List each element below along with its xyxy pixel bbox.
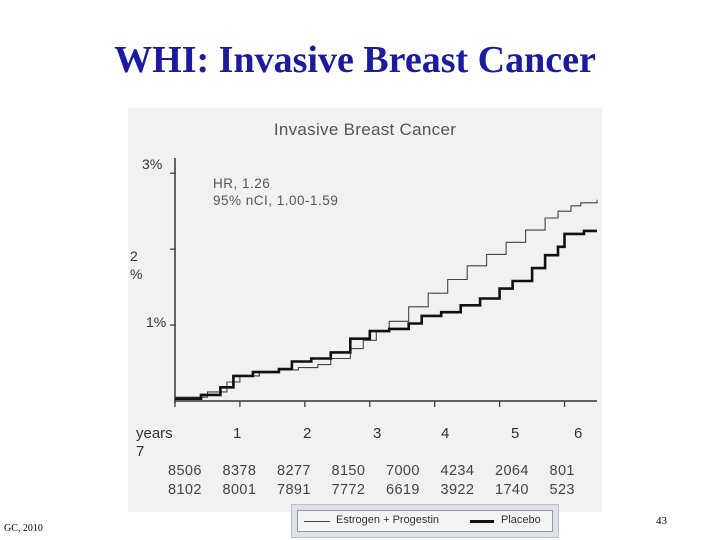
y-tick-label-1: 1% (146, 314, 167, 330)
hazard-ratio-text: HR, 1.26 (213, 176, 271, 191)
risk-count: 8001 (222, 482, 257, 498)
risk-count: 8378 (222, 463, 257, 479)
legend-label-placebo: Placebo (501, 514, 541, 526)
y-tick-label-2: 2 % (130, 248, 143, 282)
risk-count: 8506 (168, 463, 202, 479)
risk-count: 801 (549, 463, 575, 479)
confidence-interval-text: 95% nCI, 1.00-1.59 (213, 193, 339, 208)
x-tick-label-3: 3 (373, 425, 382, 442)
x-tick-label-6: 6 (574, 425, 583, 442)
risk-count: 8150 (331, 463, 366, 479)
risk-count: 1740 (495, 482, 529, 498)
risk-count: 523 (549, 482, 575, 498)
risk-count: 4234 (440, 463, 475, 479)
x-tick-label-1: 1 (233, 425, 242, 442)
x-tick-label-4: 4 (441, 425, 450, 442)
risk-count: 2064 (495, 463, 529, 479)
risk-count: 7000 (386, 463, 420, 479)
risk-count: 8277 (277, 463, 311, 479)
legend-swatch-estrogen-progestin (304, 521, 330, 522)
slide-title: WHI: Invasive Breast Cancer (114, 39, 596, 81)
risk-table-row-placebo: 8102 8001 7891 7772 6619 3922 1740 523 (168, 482, 608, 498)
page-number: 43 (656, 515, 667, 527)
chart-title: Invasive Breast Cancer (273, 120, 457, 139)
risk-count: 6619 (386, 482, 420, 498)
risk-table-row-estrogen-progestin: 8506 8378 8277 8150 7000 4234 2064 801 (168, 463, 608, 479)
risk-count: 7772 (331, 482, 366, 498)
risk-count: 3922 (440, 482, 475, 498)
x-tick-label-years: years 7 (136, 425, 173, 460)
series-line-placebo (175, 229, 597, 400)
y-tick-label-3: 3% (142, 156, 163, 172)
risk-count: 8102 (168, 482, 202, 498)
legend-label-estrogen-progestin: Estrogen + Progestin (336, 514, 440, 526)
chart-panel (128, 108, 602, 512)
risk-count: 7891 (277, 482, 311, 498)
series-line-estrogen-progestin (175, 199, 598, 398)
legend-swatch-placebo (470, 520, 494, 523)
x-tick-label-2: 2 (303, 425, 312, 442)
legend-inner (297, 510, 553, 532)
footer-credit: GC, 2010 (4, 523, 43, 534)
x-tick-label-5: 5 (511, 425, 520, 442)
